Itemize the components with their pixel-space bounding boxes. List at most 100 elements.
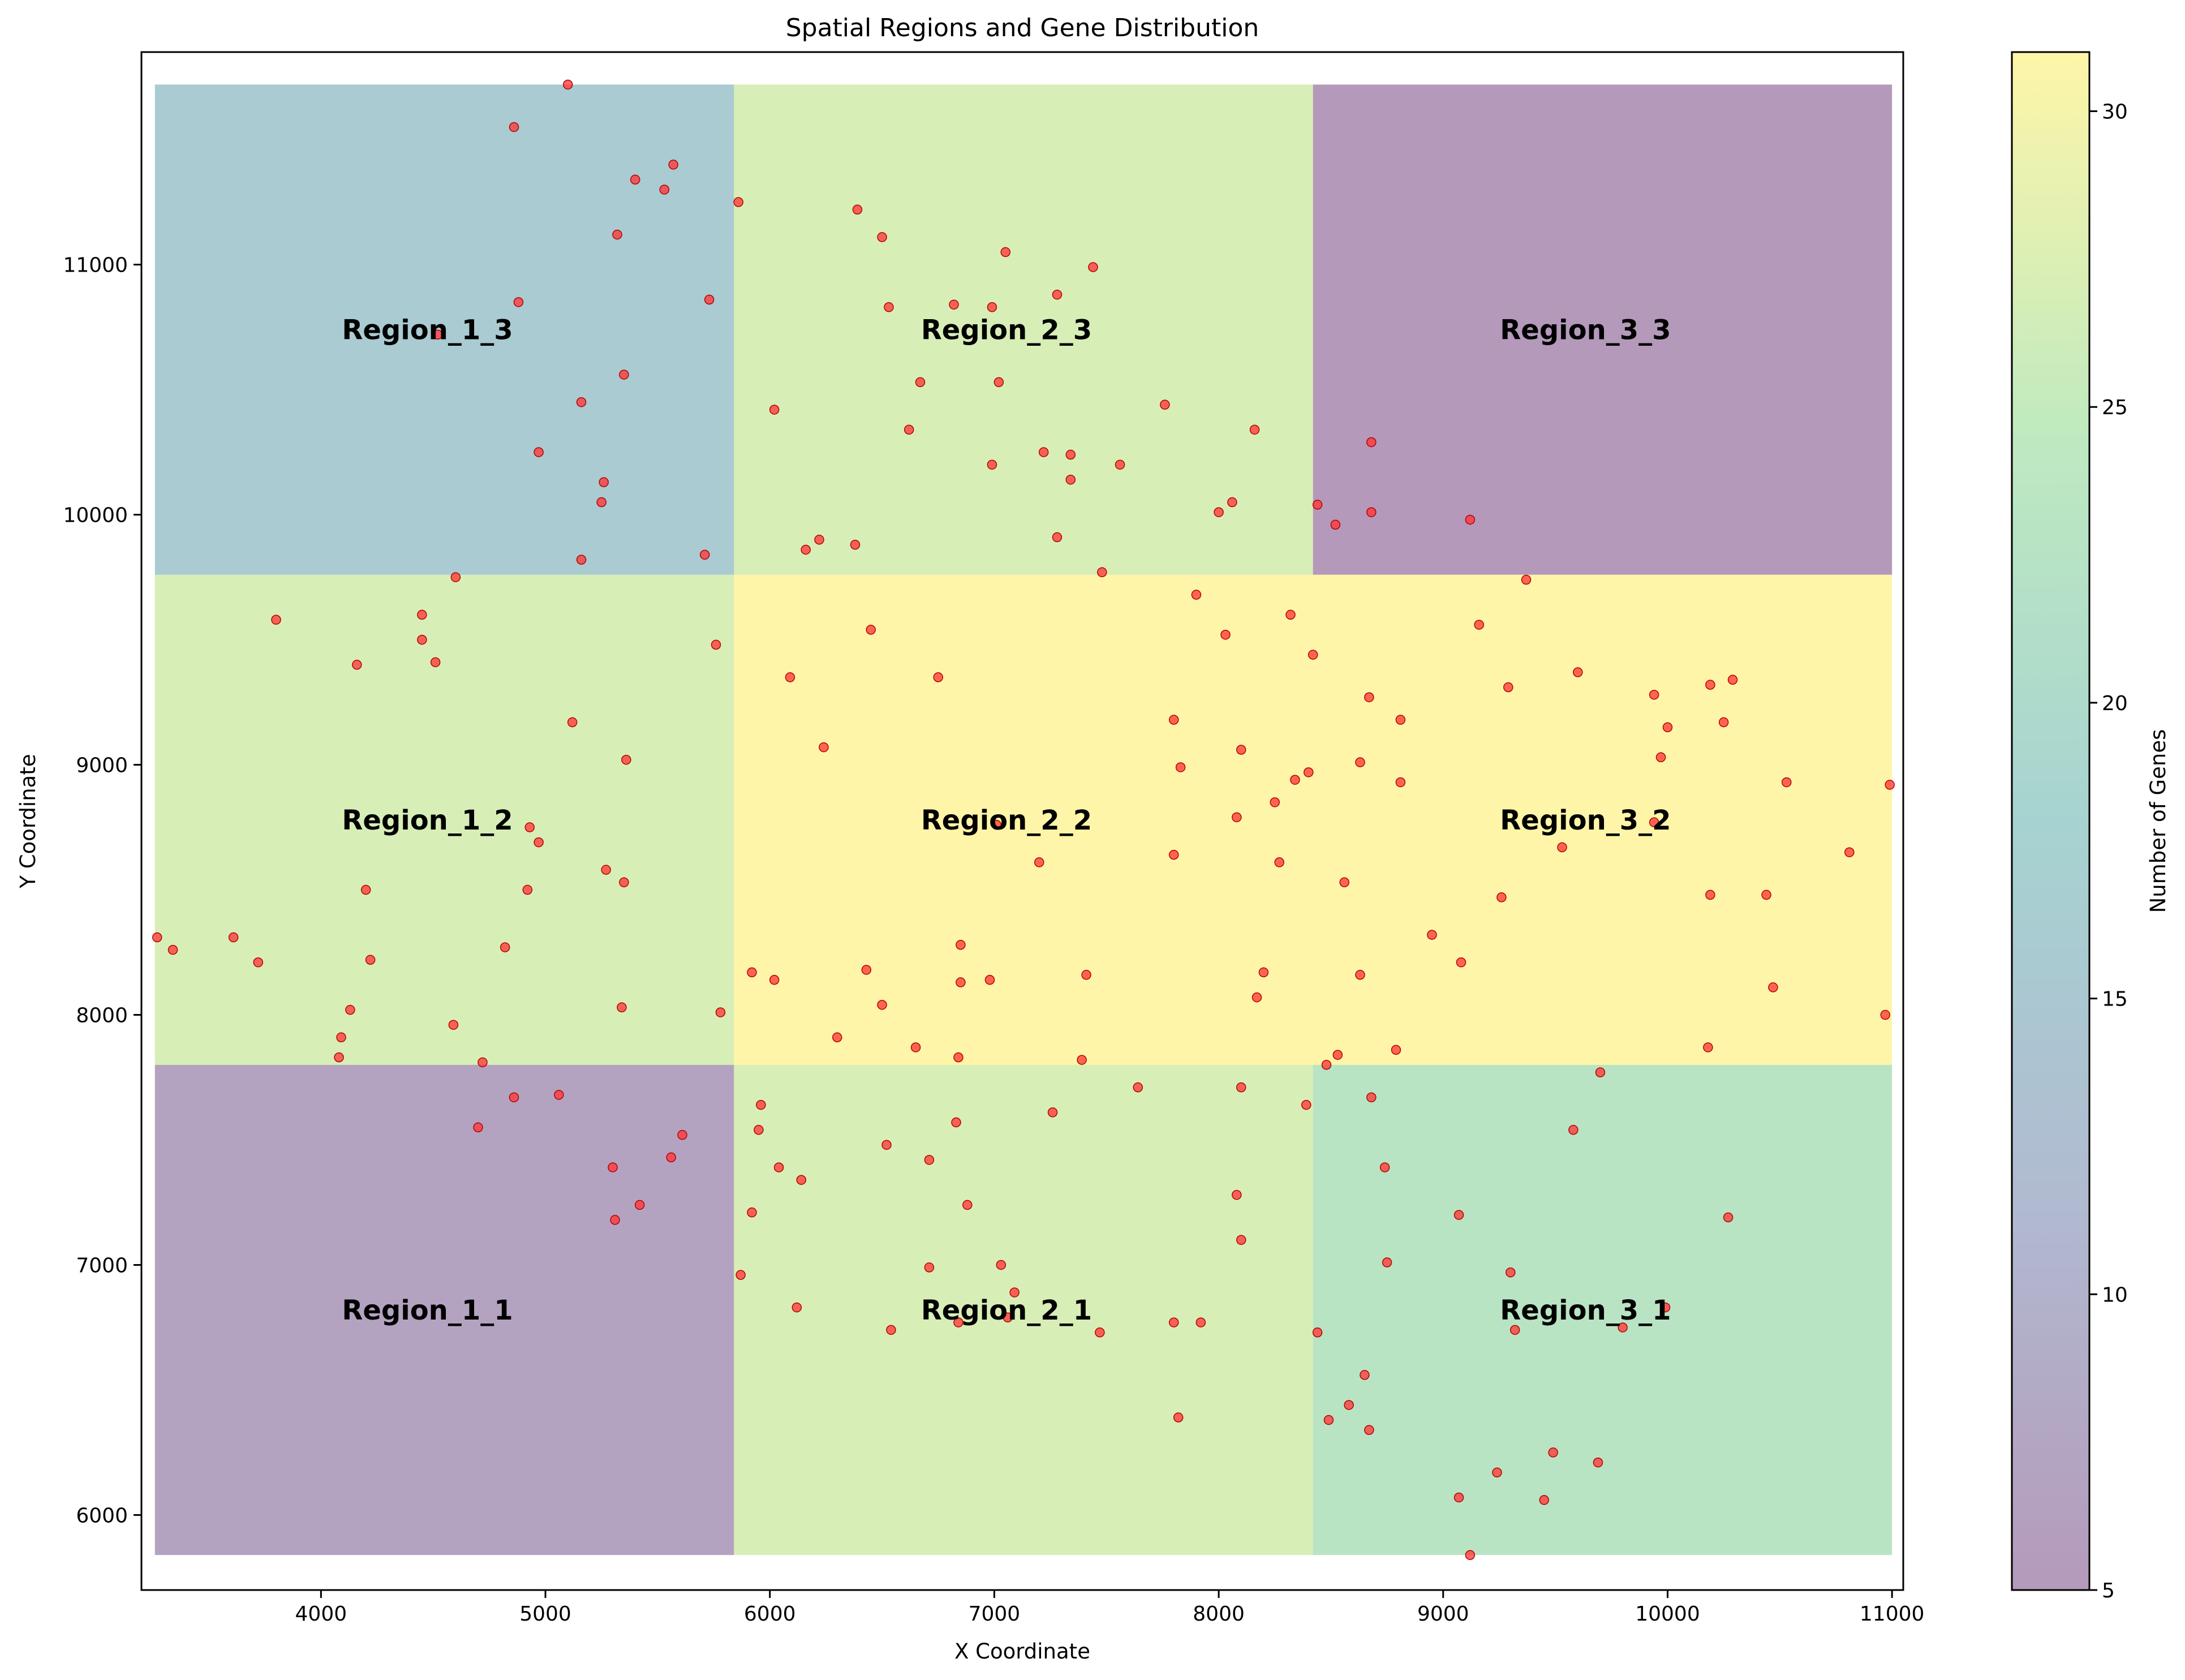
gene-point (448, 1020, 459, 1030)
gene-point (473, 1122, 483, 1133)
gene-point (1364, 1425, 1374, 1435)
gene-point (1391, 1045, 1401, 1055)
gene-point (1258, 967, 1269, 978)
gene-point (814, 535, 824, 545)
gene-point (1052, 289, 1063, 300)
gene-point (1307, 650, 1318, 660)
gene-point (1088, 262, 1098, 272)
gene-point (522, 884, 533, 895)
gene-point (1705, 680, 1715, 690)
gene-point (832, 1032, 842, 1043)
region-label: Region_3_2 (1500, 805, 1671, 836)
gene-point (801, 544, 811, 555)
gene-point (360, 884, 371, 895)
y-tick-label: 10000 (63, 504, 128, 527)
gene-point (1052, 532, 1063, 543)
gene-point (576, 555, 587, 565)
gene-point (987, 459, 997, 470)
gene-point (1618, 1322, 1628, 1333)
x-tick-label: 6000 (744, 1602, 796, 1626)
gene-point (1705, 890, 1715, 900)
regions-layer (154, 84, 1892, 1556)
gene-point (524, 822, 535, 832)
gene-point (599, 477, 609, 487)
gene-point (1355, 970, 1365, 980)
gene-point (733, 197, 743, 207)
gene-point (612, 229, 622, 240)
gene-point (1595, 1067, 1606, 1077)
gene-point (877, 232, 887, 242)
region-label: Region_2_2 (921, 805, 1092, 836)
gene-point (1568, 1125, 1578, 1135)
gene-point (1366, 507, 1377, 517)
gene-point (704, 294, 715, 305)
gene-point (1344, 1400, 1354, 1410)
gene-point (1395, 777, 1406, 788)
y-tick-label: 9000 (76, 754, 128, 777)
points-layer (152, 79, 1895, 1560)
gene-point (1761, 890, 1771, 900)
region-label: Region_1_3 (342, 315, 513, 346)
x-tick-label: 9000 (1417, 1602, 1469, 1626)
gene-point (352, 660, 362, 670)
gene-point (1885, 780, 1895, 790)
gene-point (1366, 1092, 1377, 1103)
gene-point (534, 447, 544, 457)
gene-point (1034, 857, 1044, 867)
region-cell-region-1-1 (154, 1064, 734, 1556)
gene-point (1095, 1327, 1105, 1338)
gene-point (792, 1302, 802, 1313)
gene-point (228, 932, 239, 943)
gene-point (699, 549, 710, 560)
gene-point (1065, 449, 1076, 460)
gene-point (747, 1207, 757, 1218)
gene-point (1065, 474, 1076, 485)
gene-point (1453, 1210, 1464, 1220)
gene-point (1249, 424, 1260, 435)
gene-point (253, 957, 264, 968)
gene-point (1880, 1009, 1891, 1020)
gene-point (167, 944, 178, 955)
gene-point (991, 819, 1002, 830)
gene-point (735, 1270, 746, 1280)
gene-point (1539, 1495, 1550, 1505)
gene-point (1274, 857, 1284, 867)
colorbar-tick-label: 30 (2102, 101, 2128, 124)
gene-point (987, 302, 997, 312)
y-axis: 6000 7000 8000 9000 10000 11000 (63, 254, 141, 1527)
gene-point (1593, 1457, 1603, 1468)
gene-point (1506, 1267, 1516, 1278)
gene-point (1844, 847, 1855, 857)
colorbar-tick-label: 15 (2102, 988, 2128, 1011)
gene-point (951, 1117, 961, 1128)
gene-point (1662, 722, 1673, 733)
gene-point (1191, 590, 1202, 600)
region-label: Region_2_3 (921, 315, 1092, 346)
gene-point (953, 1052, 964, 1063)
gene-point (576, 397, 587, 407)
gene-point (1474, 620, 1485, 630)
region-label: Region_1_1 (342, 1295, 513, 1326)
gene-point (1077, 1055, 1087, 1065)
gene-point (769, 974, 780, 985)
gene-point (365, 955, 376, 965)
region-label: Region_3_1 (1500, 1295, 1671, 1326)
gene-point (1660, 1302, 1671, 1313)
x-tick-label: 5000 (519, 1602, 571, 1626)
gene-point (1649, 817, 1659, 827)
gene-point (1301, 1099, 1311, 1110)
gene-point (509, 122, 519, 132)
gene-point (1304, 767, 1314, 777)
gene-point (1285, 609, 1296, 620)
gene-point (1097, 567, 1107, 578)
gene-point (634, 1200, 645, 1210)
gene-point (1133, 1082, 1143, 1093)
gene-point (619, 369, 629, 380)
region-cell-region-1-2 (154, 574, 734, 1065)
gene-point (1169, 1317, 1179, 1327)
region-cell-region-2-1 (734, 1064, 1313, 1556)
gene-point (1115, 459, 1125, 470)
gene-point (677, 1129, 687, 1140)
y-axis-label: Y Coordinate (16, 754, 40, 888)
colorbar-tick-label: 20 (2102, 692, 2128, 715)
